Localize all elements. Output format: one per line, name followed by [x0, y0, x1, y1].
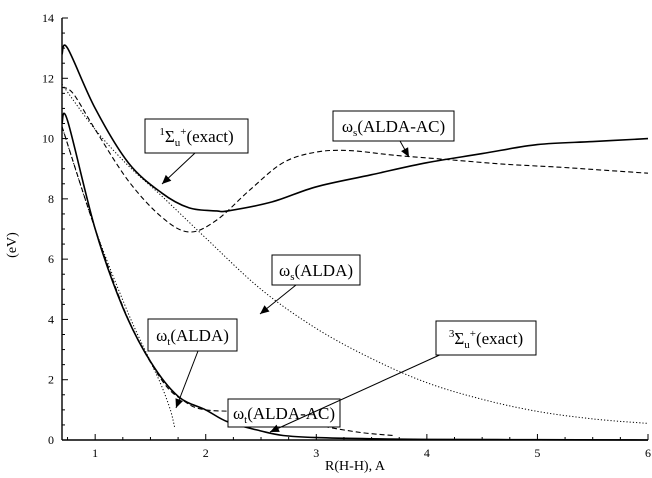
label-box [147, 318, 238, 352]
annotation-omega-t-alda-ac: ωt(ALDA-AC) [227, 398, 341, 428]
x-tick-label: 4 [424, 446, 430, 460]
arrowhead [401, 147, 409, 157]
annotation-omega-s-alda-ac: ωs(ALDA-AC) [332, 110, 455, 158]
annotation-omega-s-alda: ωs(ALDA) [259, 254, 361, 315]
y-tick-label: 12 [42, 71, 54, 85]
label-box [332, 110, 455, 142]
x-tick-label: 5 [534, 446, 540, 460]
annotation-layer: 1Σu+(exact) ωs(ALDA-AC) ωs(ALDA) ωt(ALDA) ωt… [144, 110, 537, 433]
label-text: ωt(ALDA-AC) [233, 404, 335, 426]
y-tick-label: 14 [42, 11, 54, 25]
series-layer [61, 44, 649, 441]
arrowhead [175, 398, 183, 408]
y-tick-label: 4 [48, 312, 54, 326]
y-tick-label: 0 [48, 433, 54, 447]
label-text: ωs(ALDA-AC) [342, 117, 445, 139]
series-singlet-exact [61, 44, 649, 213]
label-text: 3Σu+(exact) [449, 328, 523, 351]
annotation-omega-t-alda: ωt(ALDA) [147, 318, 238, 409]
leader-line [269, 352, 445, 433]
x-tick-label: 2 [203, 446, 209, 460]
series-omega-s-alda-ac [61, 86, 649, 233]
y-tick-label: 6 [48, 252, 54, 266]
leader-line [175, 350, 199, 409]
label-text: 1Σu+(exact) [159, 126, 233, 149]
series-omega-t-alda [61, 126, 176, 429]
y-axis-title: (eV) [5, 232, 20, 258]
arrowhead [162, 174, 172, 184]
y-tick-label: 8 [48, 192, 54, 206]
label-box [227, 398, 341, 428]
x-tick-label: 1 [92, 446, 98, 460]
y-tick-label: 10 [42, 132, 54, 146]
label-box [144, 118, 249, 154]
x-axis-title: R(H-H), A [325, 459, 386, 474]
x-tick-label: 6 [645, 446, 651, 460]
label-text: ωt(ALDA) [156, 326, 229, 348]
x-tick-label: 3 [313, 446, 319, 460]
y-tick-label: 2 [48, 373, 54, 387]
label-box [271, 254, 361, 286]
arrowhead [260, 305, 270, 314]
annotation-singlet-exact: 1Σu+(exact) [144, 118, 249, 185]
annotation-triplet-exact: 3Σu+(exact) [269, 320, 537, 433]
label-box [435, 320, 537, 356]
arrowhead [270, 424, 280, 432]
label-text: ωs(ALDA) [279, 261, 353, 283]
